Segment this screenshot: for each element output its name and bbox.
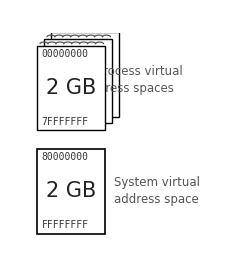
- Text: 00000000: 00000000: [41, 49, 89, 59]
- Text: Per-process virtual
address spaces: Per-process virtual address spaces: [73, 65, 183, 95]
- Text: 80000000: 80000000: [41, 152, 89, 162]
- Bar: [51, 32, 119, 116]
- Bar: [44, 39, 112, 123]
- Bar: [37, 149, 105, 234]
- Text: 7FFFFFFF: 7FFFFFFF: [41, 117, 89, 127]
- Text: 2 GB: 2 GB: [46, 181, 96, 201]
- Bar: [37, 46, 105, 130]
- Text: 2 GB: 2 GB: [46, 78, 96, 98]
- Text: FFFFFFFF: FFFFFFFF: [41, 220, 89, 230]
- Text: System virtual
address space: System virtual address space: [114, 176, 200, 206]
